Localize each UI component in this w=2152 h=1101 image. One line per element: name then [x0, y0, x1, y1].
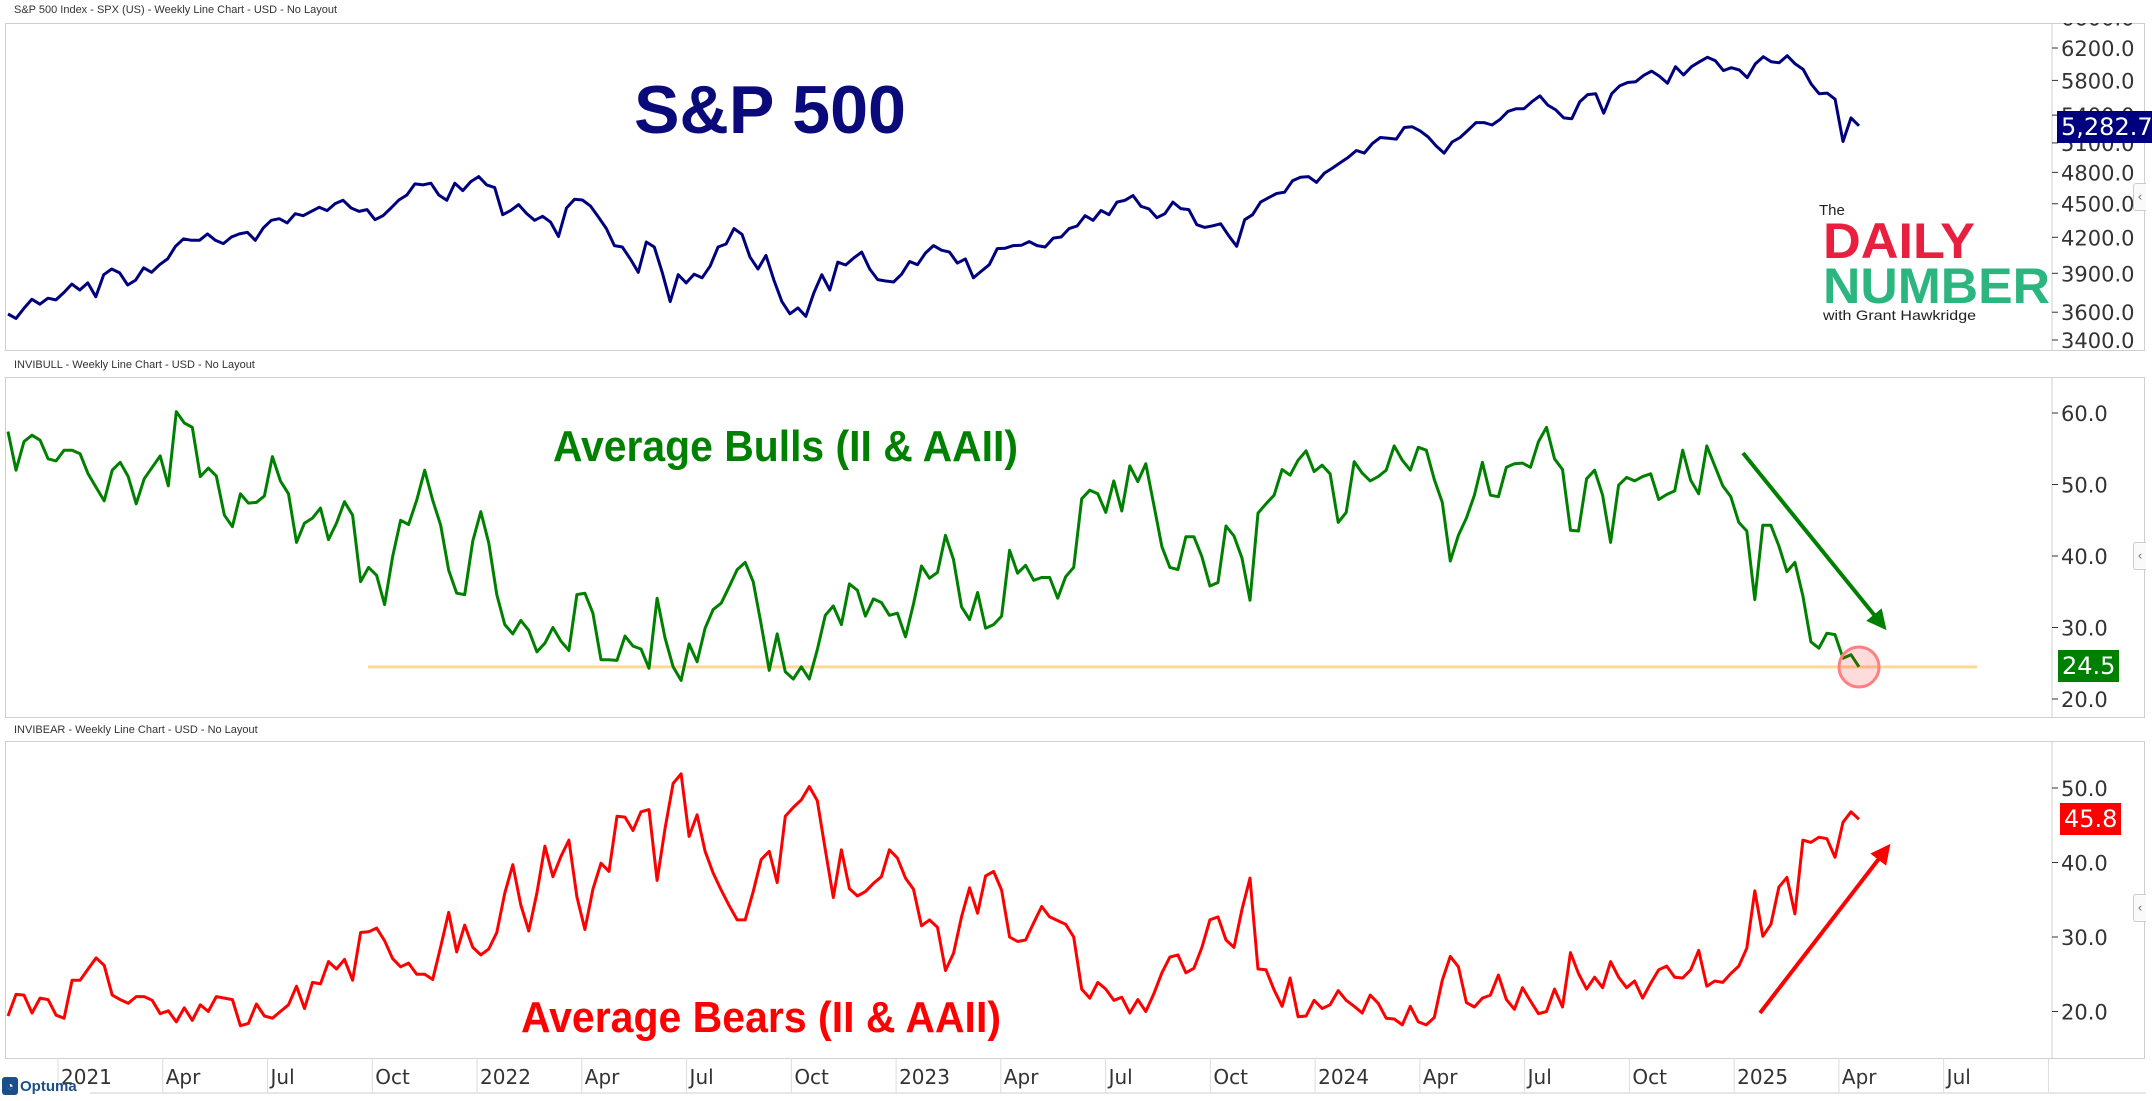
spx-annotation: S&P 500 — [634, 72, 906, 148]
optuma-icon: ◔ — [2, 1077, 18, 1095]
x-tick-label: Oct — [375, 1065, 410, 1089]
chevron-left-icon: ‹ — [2137, 549, 2143, 564]
bull-series-line — [6, 410, 1861, 682]
chevron-left-icon: ‹ — [2137, 190, 2143, 205]
spx-series-line — [7, 54, 1861, 320]
daily-number-logo: The DAILY NUMBER with Grant Hawkridge — [1819, 202, 2050, 323]
bear-collapse-button[interactable]: ‹ — [2133, 894, 2146, 922]
spx-last-value: 5,282.7 — [2057, 111, 2152, 143]
spx-collapse-button[interactable]: ‹ — [2133, 183, 2146, 211]
highlight-circle — [1837, 645, 1881, 689]
spx-ytick-label: 4200.0 — [2061, 226, 2134, 250]
x-tick-label: Jul — [1107, 1065, 1133, 1089]
spx-ytick-label: 3600.0 — [2061, 301, 2134, 325]
logo-the: The — [1819, 202, 1845, 219]
x-tick-label: 2022 — [480, 1065, 531, 1089]
bull-ytick-label: 50.0 — [2061, 474, 2108, 498]
bull-ytick-label: 40.0 — [2061, 545, 2108, 569]
x-tick-label: Jul — [1945, 1065, 1971, 1089]
x-tick-label: Apr — [1842, 1065, 1877, 1089]
x-tick-label: Apr — [585, 1065, 620, 1089]
optuma-logo: ◔ Optuma — [2, 1077, 77, 1095]
bear-up-arrow — [1758, 843, 1891, 1015]
spx-ytick-label: 3900.0 — [2061, 262, 2134, 286]
logo-byline: with Grant Hawkridge — [1822, 307, 1976, 323]
bear-ytick-label: 20.0 — [2061, 1001, 2108, 1025]
bear-pane — [5, 741, 2145, 1059]
chevron-left-icon: ‹ — [2137, 901, 2143, 916]
spx-ytick-label: 6200.0 — [2061, 37, 2134, 61]
x-tick-label: Jul — [688, 1065, 714, 1089]
x-tick-label: Jul — [1526, 1065, 1552, 1089]
bull-ytick-label: 30.0 — [2061, 617, 2108, 641]
x-tick-label: Oct — [1213, 1065, 1248, 1089]
x-tick-label: Oct — [1632, 1065, 1667, 1089]
series-lines — [6, 54, 1861, 1028]
bear-annotation: Average Bears (II & AAII) — [521, 993, 1001, 1042]
x-tick-label: 2021 — [61, 1065, 112, 1089]
spx-ytick-label: 4500.0 — [2061, 193, 2134, 217]
spx-ytick-label: 5800.0 — [2061, 69, 2134, 93]
bull-ytick-label: 20.0 — [2061, 688, 2108, 712]
bear-ytick-label: 30.0 — [2061, 926, 2108, 950]
x-tick-label: Oct — [2051, 1065, 2086, 1089]
x-tick-label: Oct — [794, 1065, 829, 1089]
bull-ytick-label: 60.0 — [2061, 402, 2108, 426]
bear-ytick-label: 50.0 — [2061, 777, 2108, 801]
x-tick-label: Apr — [166, 1065, 201, 1089]
spx-ytick-label: 3400.0 — [2061, 329, 2134, 353]
logo-daily: DAILY — [1823, 213, 1975, 269]
bull-collapse-button[interactable]: ‹ — [2133, 542, 2146, 570]
optuma-text: Optuma — [20, 1077, 77, 1095]
bear-last-value: 45.8 — [2060, 803, 2122, 835]
bear-pane-header: INVIBEAR - Weekly Line Chart - USD - No … — [14, 724, 258, 736]
logo-number: NUMBER — [1823, 258, 2050, 314]
spx-pane-header: S&P 500 Index - SPX (US) - Weekly Line C… — [14, 4, 338, 16]
x-tick-label: 2024 — [1318, 1065, 1369, 1089]
bull-last-value: 24.5 — [2058, 650, 2120, 682]
spx-ytick-label: 6600.0 — [2061, 7, 2134, 31]
bear-ytick-label: 40.0 — [2061, 852, 2108, 876]
bear-series-line — [6, 772, 1861, 1028]
x-tick-label: Jul — [269, 1065, 295, 1089]
x-axis: 2021 Apr Jul Oct 2022 Apr Jul Oct 2023 Apr Jul Oct 2… — [57, 1058, 2086, 1093]
bull-pane-header: INVIBULL - Weekly Line Chart - USD - No … — [14, 359, 255, 371]
x-tick-label: Apr — [1423, 1065, 1458, 1089]
spx-pane — [5, 23, 2145, 351]
x-tick-label: 2025 — [1737, 1065, 1788, 1089]
x-tick-label: 2023 — [899, 1065, 950, 1089]
bull-down-arrow — [1741, 451, 1887, 631]
spx-ytick-label: 4800.0 — [2061, 161, 2134, 185]
y-axis-ticks: 6600.06200.05800.05400.05100.04800.04500… — [2052, 7, 2134, 1025]
x-tick-label: Apr — [1004, 1065, 1039, 1089]
bull-annotation: Average Bulls (II & AAII) — [553, 422, 1018, 471]
